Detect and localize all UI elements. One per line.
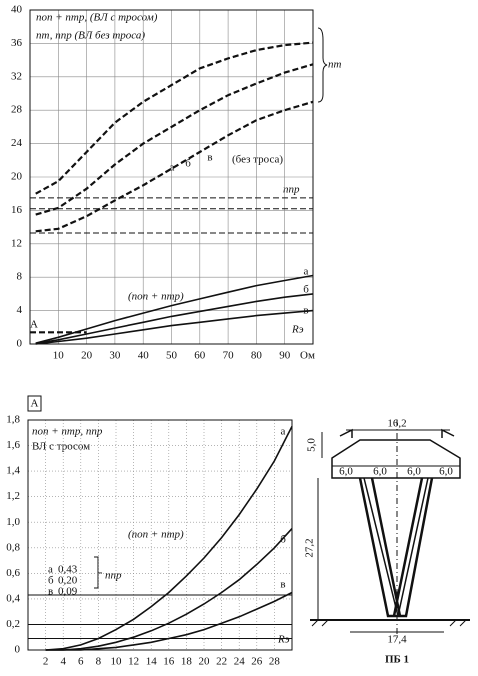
- series-line: [45, 528, 293, 651]
- plot-frame: [27, 419, 293, 651]
- series-line: [35, 100, 314, 233]
- x-tick-label: 8: [96, 656, 102, 668]
- title-box: [27, 395, 42, 412]
- dimension: 6,0: [407, 466, 421, 478]
- y-tick-label: 0,6: [6, 567, 20, 579]
- plot-frame: [29, 9, 314, 345]
- y-tick-label: 20: [11, 171, 23, 183]
- annotation: (nоп + nтр): [128, 529, 184, 541]
- series-line: [45, 591, 293, 651]
- y-tick-label: 28: [11, 104, 23, 116]
- chart-title: A: [31, 398, 39, 410]
- series-label: б: [280, 534, 286, 546]
- annotation: Rэ: [277, 634, 290, 646]
- x-tick-label: 28: [269, 656, 281, 668]
- x-tick-label: 20: [81, 350, 93, 362]
- y-tick-label: 0,2: [6, 618, 20, 630]
- tower: [310, 420, 470, 640]
- series-line: [35, 41, 314, 195]
- x-tick-label: 16: [163, 656, 175, 668]
- x-label: Ом: [300, 350, 315, 362]
- y-tick-label: 32: [11, 70, 22, 82]
- x-tick-label: 4: [60, 656, 66, 668]
- y-tick-label: 12: [11, 237, 22, 249]
- y-tick-label: 8: [17, 271, 23, 283]
- series-label: а: [281, 426, 286, 438]
- annotation: (без троса): [232, 154, 283, 166]
- series-label: в: [207, 152, 212, 164]
- series-label: в: [303, 305, 308, 317]
- y-tick-label: 1,4: [6, 465, 20, 477]
- x-tick-label: 30: [109, 350, 121, 362]
- series-label: б: [303, 284, 309, 296]
- dimension: 5,0: [306, 438, 318, 452]
- x-tick-label: 24: [234, 656, 246, 668]
- x-tick-label: 14: [146, 656, 158, 668]
- y-tick-label: 1,2: [6, 490, 20, 502]
- series-label: A: [30, 319, 38, 331]
- x-tick-label: 20: [199, 656, 211, 668]
- ref-name: а: [48, 564, 53, 576]
- y-tick-label: 36: [11, 37, 23, 49]
- series-line: [45, 426, 293, 651]
- bracket: [94, 556, 102, 589]
- y-tick-label: 4: [17, 304, 23, 316]
- dimension: 17,4: [387, 634, 407, 646]
- series-label: а: [304, 266, 309, 278]
- y-label: ВЛ с тросом: [32, 441, 90, 453]
- series-line: [35, 63, 314, 216]
- series-label: б: [185, 158, 191, 170]
- y-tick-label: 1,6: [6, 439, 20, 451]
- y-tick-label: 16: [11, 204, 23, 216]
- annotation: nпр: [105, 570, 122, 582]
- ref-value-label: 0,09: [58, 586, 78, 598]
- x-tick-label: 70: [223, 350, 235, 362]
- y-label: nт, nпр (ВЛ без троса): [36, 30, 145, 42]
- y-tick-label: 0: [15, 644, 21, 656]
- dimension: 6,0: [373, 466, 387, 478]
- annotation: nт: [328, 59, 342, 71]
- y-tick-label: 0: [17, 338, 23, 350]
- y-tick-label: 40: [11, 4, 23, 16]
- series-line: [35, 293, 314, 345]
- x-tick-label: 22: [216, 656, 227, 668]
- x-tick-label: 90: [279, 350, 291, 362]
- diagram-title: ПБ 1: [385, 654, 409, 666]
- x-tick-label: 10: [53, 350, 65, 362]
- x-tick-label: 50: [166, 350, 178, 362]
- x-tick-label: 18: [181, 656, 193, 668]
- x-tick-label: 26: [251, 656, 263, 668]
- x-tick-label: 60: [194, 350, 206, 362]
- bracket: [317, 27, 328, 103]
- x-tick-label: 40: [138, 350, 150, 362]
- dimension: 6,0: [439, 466, 453, 478]
- x-tick-label: 6: [78, 656, 84, 668]
- y-label: nоп + nтр, nпр: [32, 426, 103, 438]
- annotation: Rэ: [291, 324, 304, 336]
- y-tick-label: 24: [11, 137, 23, 149]
- series-label: а: [170, 162, 175, 174]
- y-tick-label: 0,4: [6, 592, 20, 604]
- series-label: в: [280, 579, 285, 591]
- ref-value-label: 0,20: [58, 575, 78, 587]
- y-tick-label: 1,8: [6, 414, 20, 426]
- dimension: 16,2: [387, 418, 406, 430]
- x-tick-label: 2: [43, 656, 49, 668]
- y-tick-label: 0,8: [6, 541, 20, 553]
- annotation: (nоп + nтр): [128, 291, 184, 303]
- y-tick-label: 1,0: [6, 516, 20, 528]
- dimension: 6,0: [339, 466, 353, 478]
- ref-name: б: [48, 575, 54, 587]
- series-line: [35, 309, 314, 345]
- x-tick-label: 10: [111, 656, 123, 668]
- annotation: nпр: [283, 184, 300, 196]
- ref-value-label: 0,43: [58, 564, 78, 576]
- dimension: 27,2: [304, 538, 316, 557]
- ref-name: в: [48, 586, 53, 598]
- x-tick-label: 80: [251, 350, 263, 362]
- x-tick-label: 12: [128, 656, 139, 668]
- y-label: nоп + nтр, (ВЛ с тросом): [36, 12, 158, 24]
